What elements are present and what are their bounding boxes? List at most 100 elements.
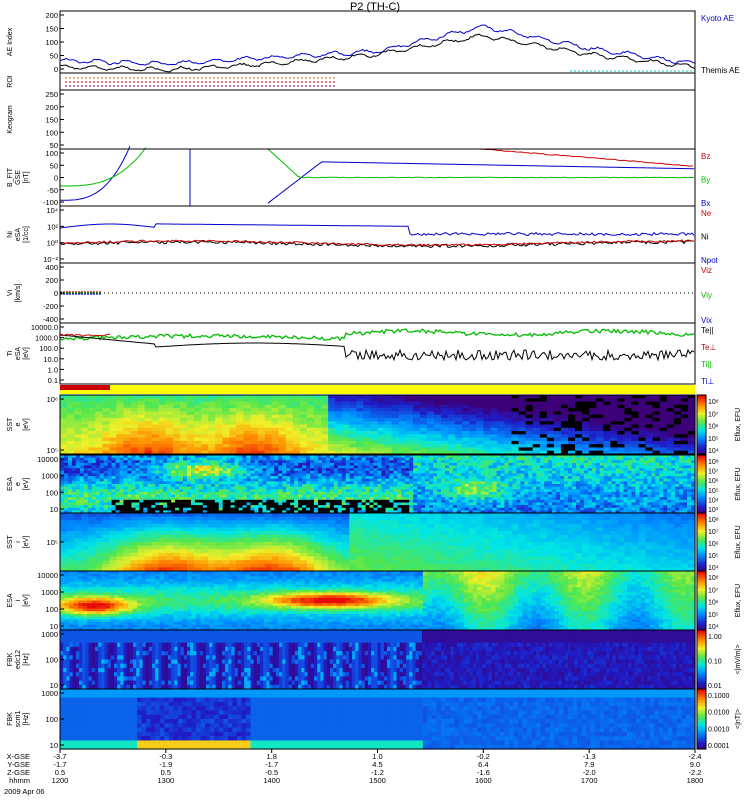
- spectrogram-cell: [497, 431, 506, 435]
- spectrogram-cell: [433, 497, 438, 501]
- spectrogram-cell: [298, 460, 303, 464]
- spectrogram-cell: [314, 427, 322, 432]
- spectrogram-cell: [317, 489, 323, 493]
- spectrogram-cell: [123, 502, 129, 506]
- spectrogram-cell: [582, 447, 590, 452]
- spectrogram-cell: [345, 484, 351, 488]
- spectrogram-cell: [583, 460, 589, 464]
- spectrogram-cell: [401, 481, 406, 485]
- spectrogram-cell: [419, 450, 428, 455]
- spectrogram-cell: [222, 476, 228, 480]
- spectrogram-cell: [417, 507, 422, 511]
- spectrogram-cell: [462, 450, 470, 455]
- spectrogram-cell: [500, 491, 506, 496]
- spectrogram-cell: [631, 444, 640, 449]
- spectrogram-cell: [511, 427, 520, 432]
- spectrogram-cell: [638, 408, 647, 412]
- spectrogram-cell: [511, 450, 520, 455]
- spectrogram-cell: [687, 431, 696, 435]
- spectrogram-cell: [462, 444, 470, 449]
- spectrogram-cell: [464, 481, 470, 485]
- spectrogram-cell: [651, 510, 656, 514]
- spectrogram-cell: [583, 465, 589, 469]
- spectrogram-cell: [647, 476, 652, 480]
- spectrogram-cell: [183, 476, 188, 480]
- spectrogram-cell: [544, 486, 549, 490]
- spectrogram-cell: [139, 489, 144, 493]
- spectrogram-cell: [560, 437, 569, 442]
- spectrogram-cell: [456, 457, 462, 461]
- spectrogram-cell: [587, 481, 593, 485]
- spectrogram-cell: [190, 462, 196, 467]
- spectrogram-cell: [190, 455, 196, 459]
- spectrogram-cell: [560, 440, 569, 445]
- spectrogram-cell: [425, 484, 430, 488]
- spectrogram-cell: [127, 465, 133, 469]
- spectrogram-cell: [472, 505, 478, 509]
- spectrogram-cell: [377, 398, 386, 403]
- spectrogram-cell: [369, 486, 375, 490]
- spectrogram-cell: [341, 462, 347, 467]
- spectrogram-cell: [480, 470, 486, 475]
- spectrogram-cell: [102, 431, 110, 435]
- spectrogram-cell: [81, 431, 89, 435]
- spectrogram-cell: [361, 457, 367, 461]
- spectrogram-cell: [290, 497, 295, 501]
- spectrogram-cell: [518, 450, 527, 455]
- spectrogram-cell: [385, 505, 391, 509]
- spectrogram-cell: [429, 476, 434, 480]
- spectrogram-cell: [687, 447, 696, 452]
- spectrogram-cell: [568, 460, 573, 464]
- spectrogram-cell: [647, 494, 652, 498]
- spectrogram-cell: [111, 491, 117, 496]
- spectrogram-cell: [266, 484, 271, 488]
- spectrogram-cell: [172, 404, 181, 409]
- spectrogram-cell: [215, 398, 223, 403]
- spectrogram-cell: [144, 411, 153, 416]
- spectrogram-cell: [596, 421, 604, 426]
- spectrogram-cell: [607, 507, 613, 511]
- spectrogram-cell: [441, 486, 446, 490]
- spectrogram-cell: [460, 457, 466, 461]
- spectrogram-cell: [490, 398, 499, 403]
- spectrogram-cell: [243, 434, 252, 439]
- spectrogram-cell: [208, 437, 216, 442]
- spectrogram-cell: [595, 484, 601, 488]
- spectrogram-cell: [444, 462, 450, 467]
- spectrogram-cell: [107, 497, 113, 501]
- spectrogram-cell: [504, 434, 513, 439]
- spectrogram-cell: [500, 465, 506, 469]
- spectrogram-cell: [165, 398, 174, 403]
- spectrogram-cell: [421, 473, 426, 477]
- spectrogram-cell: [655, 455, 660, 459]
- spectrogram-cell: [552, 462, 557, 467]
- spectrogram-cell: [610, 431, 618, 435]
- spectrogram-cell: [175, 497, 180, 501]
- spectrogram-cell: [520, 468, 525, 472]
- spectrogram-cell: [596, 411, 604, 416]
- spectrogram-cell: [469, 444, 477, 449]
- spectrogram-cell: [143, 491, 148, 496]
- spectrogram-cell: [302, 455, 307, 459]
- spectrogram-cell: [532, 473, 537, 477]
- spectrogram-cell: [107, 473, 113, 477]
- spectrogram-cell: [266, 481, 271, 485]
- spectrogram-cell: [373, 494, 379, 498]
- spectrogram-cell: [143, 473, 148, 477]
- spectrogram-cell: [63, 476, 69, 480]
- spectrogram-cell: [290, 491, 295, 496]
- spectrogram-cell: [615, 478, 621, 482]
- spectrogram-cell: [79, 476, 85, 480]
- spectrogram-cell: [250, 507, 256, 511]
- spectrogram-cell: [419, 434, 428, 439]
- spectrogram-cell: [381, 478, 387, 482]
- spectrogram-cell: [409, 462, 414, 467]
- spectrogram-cell: [109, 411, 118, 416]
- spectrogram-cell: [377, 468, 383, 472]
- spectrogram-cell: [409, 484, 414, 488]
- spectrogram-cell: [455, 424, 463, 429]
- spectrogram-cell: [373, 486, 379, 490]
- spectrogram-cell: [187, 437, 195, 442]
- spectrogram-cell: [381, 455, 387, 459]
- spectrogram-cell: [391, 431, 400, 435]
